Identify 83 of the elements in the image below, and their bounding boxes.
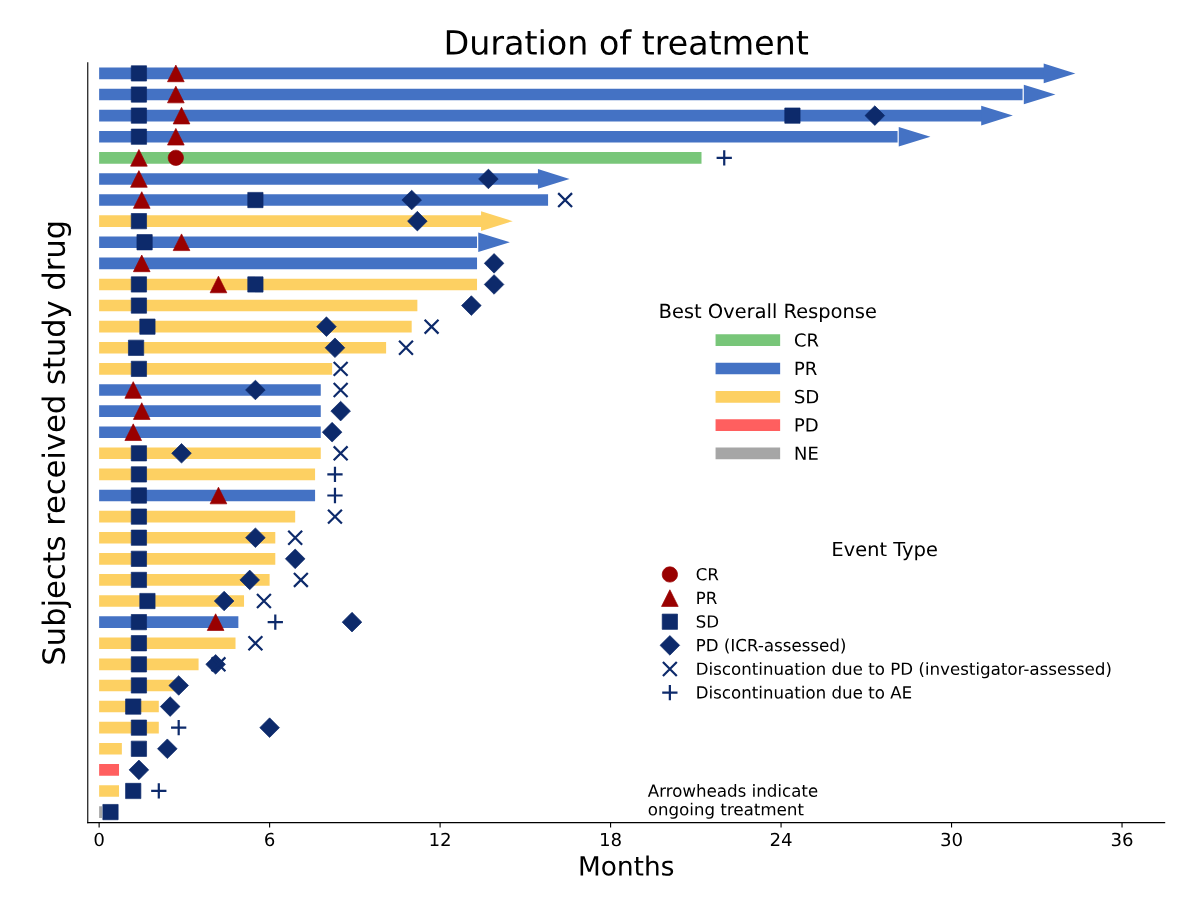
bar: [99, 806, 102, 818]
point: [326, 486, 344, 505]
point: [159, 696, 181, 717]
point: [287, 529, 304, 546]
legend-label: Discontinuation due to PD (investigator-assessed): [697, 662, 1111, 679]
bar: [99, 152, 702, 164]
point: [125, 782, 142, 799]
point: [130, 529, 147, 546]
legend-label: Discontinuation due to AE: [697, 685, 912, 699]
x-tick-label: 18: [601, 832, 621, 847]
point: [130, 360, 147, 377]
point: [247, 635, 264, 652]
bar: [99, 363, 333, 375]
bar: [99, 257, 478, 270]
annotation: Arrowheads indicate ongoing treatment: [647, 784, 818, 819]
point: [292, 571, 309, 588]
point: [326, 465, 344, 484]
point: [168, 675, 189, 696]
point: [324, 337, 346, 358]
point: [169, 718, 188, 737]
point: [102, 804, 119, 821]
y-axis-title: Subjects received study drug: [41, 222, 72, 664]
point: [130, 86, 147, 103]
point: [172, 106, 191, 125]
x-tick-label: 36: [1111, 832, 1133, 847]
point: [130, 276, 147, 293]
bar: [99, 405, 321, 417]
bar: [99, 764, 120, 776]
point: [130, 571, 147, 588]
point: [130, 635, 147, 652]
legend-label: PR: [795, 361, 817, 375]
bar: [99, 384, 321, 396]
legend-label: NE: [795, 446, 818, 460]
point: [266, 613, 285, 631]
point: [171, 443, 192, 464]
bar: [99, 785, 120, 797]
point: [483, 253, 505, 274]
point: [332, 360, 349, 377]
point: [139, 593, 156, 610]
point: [209, 486, 228, 505]
x-tick-label: 24: [770, 832, 792, 847]
point: [326, 508, 344, 525]
point: [130, 445, 147, 462]
point: [150, 782, 168, 800]
bar: [99, 426, 321, 438]
legend-label: PD: [795, 418, 818, 432]
point: [210, 656, 227, 673]
point: [255, 592, 272, 610]
point: [423, 318, 440, 335]
point: [130, 740, 147, 757]
point: [167, 64, 185, 83]
point: [209, 275, 228, 294]
x-axis-title: Months: [580, 855, 674, 876]
point: [407, 210, 428, 232]
chart-title: Duration of treatment: [446, 29, 809, 55]
point: [401, 189, 422, 211]
legend-label: SD: [696, 615, 719, 628]
legend-label: PD (ICR-assessed): [697, 638, 845, 654]
point: [332, 381, 349, 399]
point: [285, 548, 306, 569]
point: [130, 65, 147, 82]
x-tick-label: 12: [430, 832, 450, 847]
x-tick-label: 6: [265, 832, 275, 847]
bar: [99, 742, 122, 755]
point: [397, 339, 415, 356]
point: [245, 379, 266, 401]
point: [557, 191, 574, 209]
x-tick-label: 30: [941, 832, 962, 847]
legend-label: SD: [795, 389, 819, 404]
point: [715, 149, 733, 167]
legend-label: CR: [696, 567, 719, 581]
point: [483, 274, 505, 295]
point: [172, 233, 191, 251]
point: [316, 316, 337, 337]
legend-label: CR: [794, 333, 819, 347]
annotation: Event Type: [833, 541, 937, 561]
point: [130, 213, 147, 230]
bar: [99, 299, 418, 312]
point: [332, 445, 349, 462]
legend-title: Best Overall Response: [660, 303, 876, 323]
legend-label: PR: [697, 591, 717, 604]
point: [130, 550, 147, 567]
x-tick-label: 0: [94, 832, 104, 847]
